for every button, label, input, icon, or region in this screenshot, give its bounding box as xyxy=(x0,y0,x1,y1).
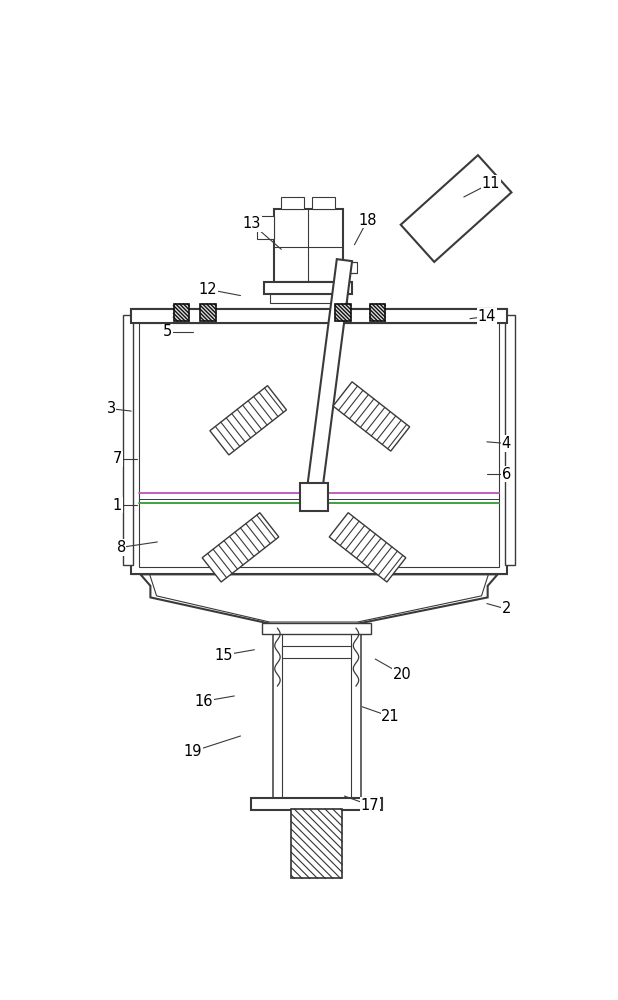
Bar xyxy=(174,304,189,321)
Text: 3: 3 xyxy=(106,401,116,416)
Bar xyxy=(274,209,343,282)
Bar xyxy=(335,304,350,321)
Text: 17: 17 xyxy=(360,798,379,813)
Polygon shape xyxy=(329,513,406,582)
Bar xyxy=(312,197,335,209)
Bar xyxy=(506,315,515,565)
Text: 12: 12 xyxy=(199,282,218,297)
Bar xyxy=(343,262,357,273)
Bar xyxy=(262,623,371,634)
Bar xyxy=(252,798,382,810)
Polygon shape xyxy=(400,155,512,262)
Text: 14: 14 xyxy=(478,309,496,324)
Bar xyxy=(291,809,342,878)
Bar xyxy=(131,309,507,323)
Text: 16: 16 xyxy=(194,694,213,709)
Bar xyxy=(291,809,342,878)
Bar xyxy=(200,304,216,321)
Text: 15: 15 xyxy=(214,648,233,663)
Bar xyxy=(269,294,347,303)
Text: 8: 8 xyxy=(117,540,126,555)
Bar xyxy=(256,216,274,239)
Bar xyxy=(300,483,328,511)
Text: 6: 6 xyxy=(502,467,510,482)
Polygon shape xyxy=(306,259,352,498)
Text: 5: 5 xyxy=(163,324,172,339)
Bar xyxy=(282,646,352,658)
Bar xyxy=(200,304,216,321)
Bar xyxy=(370,304,385,321)
Text: 21: 21 xyxy=(381,709,400,724)
Polygon shape xyxy=(210,386,287,455)
Bar xyxy=(370,304,385,321)
Bar xyxy=(265,282,352,294)
Bar xyxy=(281,197,305,209)
Polygon shape xyxy=(202,513,279,582)
Polygon shape xyxy=(333,382,410,451)
Bar xyxy=(124,315,133,565)
Polygon shape xyxy=(140,574,497,624)
Text: 18: 18 xyxy=(358,213,377,228)
Text: 2: 2 xyxy=(501,601,511,616)
Text: 19: 19 xyxy=(184,744,202,759)
Text: 20: 20 xyxy=(393,667,412,682)
Bar xyxy=(139,309,499,567)
Text: 1: 1 xyxy=(112,497,122,512)
Bar xyxy=(335,304,350,321)
Bar xyxy=(174,304,189,321)
Text: 4: 4 xyxy=(502,436,510,451)
Text: 13: 13 xyxy=(243,216,261,231)
Text: 11: 11 xyxy=(481,176,500,191)
Bar xyxy=(131,309,507,574)
Text: 7: 7 xyxy=(112,451,122,466)
